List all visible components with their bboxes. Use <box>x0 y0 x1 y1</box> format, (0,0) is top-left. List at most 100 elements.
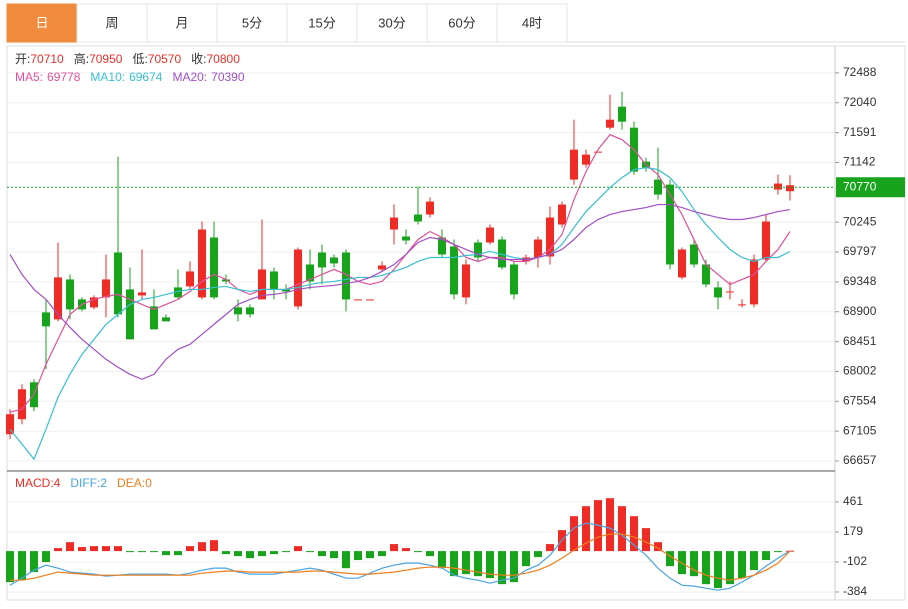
legend-value: 70390 <box>211 70 245 84</box>
macd-bar <box>282 551 290 553</box>
candle-body <box>306 264 314 282</box>
info-label: 低: <box>132 52 147 66</box>
candle-body <box>510 264 518 295</box>
candle-body <box>714 287 722 298</box>
legend-name: DEA: <box>117 476 145 490</box>
candle-body <box>474 242 482 258</box>
tab-bg <box>356 3 428 43</box>
macd-bar <box>270 551 278 555</box>
candle-body <box>402 236 410 241</box>
candle-body <box>750 259 758 305</box>
candle-body <box>270 271 278 290</box>
tab[interactable]: 60分 <box>426 3 498 43</box>
candle-body <box>558 204 566 225</box>
y-tick-label: 68002 <box>843 364 877 378</box>
macd-bar <box>474 551 482 577</box>
macd-bar <box>726 551 734 585</box>
macd-bar <box>702 551 710 585</box>
macd-bar <box>498 551 506 585</box>
candle-body <box>330 257 338 264</box>
candle-body <box>174 287 182 298</box>
candle-body <box>150 306 158 330</box>
tab-bg <box>216 3 288 43</box>
tab-bg <box>146 3 218 43</box>
macd-bar <box>522 551 530 567</box>
macd-bar <box>138 551 146 553</box>
candle-body <box>162 317 170 322</box>
tab-label: 周 <box>105 15 118 30</box>
info-value: 70800 <box>207 52 241 66</box>
macd-bar <box>666 551 674 567</box>
candle-body <box>90 297 98 308</box>
y-tick-label: 72488 <box>843 65 877 79</box>
y-tick-label: 179 <box>843 524 863 538</box>
candle-body <box>438 237 446 255</box>
candle-body <box>582 154 590 165</box>
candle-body <box>138 292 146 296</box>
tab[interactable]: 5分 <box>216 3 288 43</box>
current-price-box <box>836 177 905 198</box>
macd-bar <box>54 548 62 552</box>
macd-bar <box>366 551 374 559</box>
macd-bar <box>438 551 446 569</box>
macd-bar <box>402 548 410 552</box>
candle-body <box>366 299 374 301</box>
candle-body <box>42 312 50 327</box>
tab[interactable]: 周 <box>76 3 148 43</box>
info-label: 开: <box>15 52 30 66</box>
macd-bar <box>174 551 182 556</box>
y-tick-label: 461 <box>843 494 863 508</box>
candle-body <box>186 271 194 287</box>
candle-body <box>354 299 362 301</box>
tab-label: 4时 <box>522 15 542 30</box>
macd-bar <box>258 551 266 557</box>
tab[interactable]: 30分 <box>356 3 428 43</box>
tab-bg <box>286 3 358 43</box>
tab-bg <box>76 3 148 43</box>
macd-bar <box>714 551 722 589</box>
macd-bar <box>30 551 38 573</box>
candle-body <box>702 264 710 285</box>
tab-label: 月 <box>175 15 188 30</box>
candle-body <box>762 221 770 260</box>
y-tick-label: 67105 <box>843 423 877 437</box>
frame <box>6 45 906 601</box>
macd-bar <box>318 551 326 557</box>
tab[interactable]: 4时 <box>496 3 568 43</box>
legend-name: DIFF: <box>70 476 100 490</box>
tab-bg <box>496 3 568 43</box>
tab[interactable]: 日 <box>6 3 78 43</box>
macd-bar <box>306 551 314 553</box>
candle-body <box>738 304 746 306</box>
macd-bar <box>18 551 26 581</box>
candle-body <box>462 264 470 298</box>
candle-body <box>126 289 134 340</box>
macd-bar <box>630 516 638 552</box>
tab[interactable]: 月 <box>146 3 218 43</box>
tab[interactable]: 15分 <box>286 3 358 43</box>
macd-bar <box>654 542 662 552</box>
candle-body <box>210 237 218 298</box>
y-tick-label: -102 <box>843 554 867 568</box>
macd-bar <box>330 551 338 559</box>
info-value: 70570 <box>148 52 182 66</box>
legend-name: MA20: <box>172 70 207 84</box>
y-tick-label: 69348 <box>843 274 877 288</box>
y-tick-label: -384 <box>843 584 867 598</box>
candle-body <box>294 249 302 307</box>
legend-name: MA5: <box>15 70 43 84</box>
macd-bar <box>462 551 470 575</box>
current-price-label: 70770 <box>843 179 877 193</box>
macd-bar <box>738 551 746 579</box>
candle-body <box>426 201 434 215</box>
candle-body <box>450 246 458 295</box>
macd-bar <box>426 551 434 557</box>
macd-bar <box>582 506 590 552</box>
ma-line <box>9 167 791 461</box>
y-tick-label: 68900 <box>843 304 877 318</box>
info-label: 高: <box>74 51 89 66</box>
macd-bar <box>690 551 698 577</box>
legend-name: MACD: <box>15 476 54 490</box>
